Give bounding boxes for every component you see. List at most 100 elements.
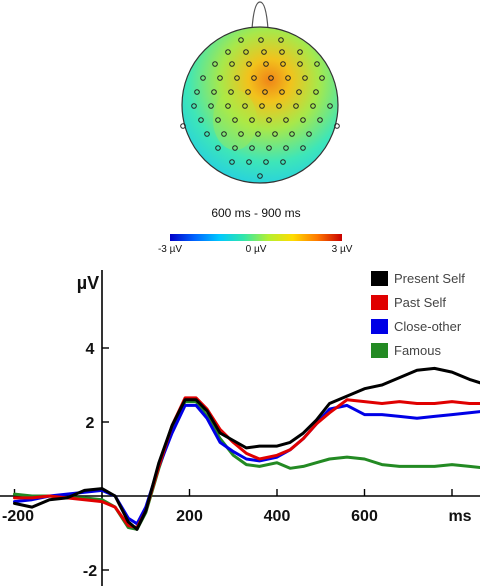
x-tick-label: -200 — [2, 508, 34, 525]
electrode-marker — [266, 117, 272, 123]
x-tick-label: 400 — [264, 508, 291, 525]
y-tick-label: 4 — [86, 341, 95, 358]
time-window-label: 600 ms - 900 ms — [211, 206, 300, 220]
electrode-marker — [266, 145, 272, 151]
legend-swatch — [371, 295, 388, 310]
electrode-marker — [258, 37, 264, 43]
electrode-marker — [229, 61, 235, 67]
electrode-marker — [296, 89, 302, 95]
legend-label: Present Self — [394, 271, 465, 286]
electrode-marker — [334, 123, 340, 129]
plot-axes: -200 200 400 600 ms 4 2 -2 µV — [0, 270, 480, 586]
electrode-marker — [246, 61, 252, 67]
series-line-past-self — [13, 396, 480, 529]
electrode-marker — [225, 49, 231, 55]
electrode-marker — [313, 89, 319, 95]
electrode-marker — [306, 131, 312, 137]
electrode-marker — [259, 103, 265, 109]
legend-label: Close-other — [394, 319, 462, 334]
head-outline — [181, 26, 339, 184]
electrode-marker — [245, 89, 251, 95]
electrode-marker — [180, 123, 186, 129]
electrode-marker — [249, 145, 255, 151]
electrode-marker — [194, 89, 200, 95]
electrode-marker — [310, 103, 316, 109]
colorbar-swatch — [170, 234, 342, 241]
y-axis-unit-label: µV — [77, 273, 99, 293]
electrode-marker — [278, 37, 284, 43]
topomap — [180, 1, 340, 184]
electrode-marker — [317, 117, 323, 123]
electrode-marker — [297, 49, 303, 55]
electrode-array — [180, 37, 340, 179]
electrode-marker — [289, 131, 295, 137]
electrode-marker — [251, 75, 257, 81]
series-line-famous — [13, 400, 480, 531]
electrode-marker — [229, 159, 235, 165]
legend-swatch — [371, 343, 388, 358]
electrode-marker — [221, 131, 227, 137]
electrode-marker — [283, 145, 289, 151]
electrode-marker — [191, 103, 197, 109]
erp-plot: -200 200 400 600 ms 4 2 -2 µV Present Self Past S… — [0, 270, 480, 586]
electrode-marker — [263, 61, 269, 67]
legend-swatch — [371, 319, 388, 334]
electrode-marker — [215, 117, 221, 123]
colorbar-mid-label: 0 µV — [246, 244, 267, 255]
electrode-marker — [232, 145, 238, 151]
electrode-marker — [263, 159, 269, 165]
electrode-marker — [279, 89, 285, 95]
electrode-marker — [238, 37, 244, 43]
left-field-patch — [213, 90, 257, 150]
legend-label: Past Self — [394, 295, 446, 310]
electrode-marker — [276, 103, 282, 109]
electrode-marker — [283, 117, 289, 123]
electrode-marker — [280, 61, 286, 67]
x-axis-unit-label: ms — [448, 508, 471, 525]
electrode-marker — [319, 75, 325, 81]
electrode-marker — [228, 89, 234, 95]
electrode-marker — [297, 61, 303, 67]
x-tick-label: 200 — [176, 508, 203, 525]
nose-outline — [251, 1, 269, 30]
electrode-marker — [300, 145, 306, 151]
electrode-marker — [249, 117, 255, 123]
electrode-marker — [279, 49, 285, 55]
electrode-marker — [198, 117, 204, 123]
electrode-marker — [293, 103, 299, 109]
electrode-marker — [300, 117, 306, 123]
electrode-marker — [327, 103, 333, 109]
electrode-marker — [238, 131, 244, 137]
electrode-marker — [204, 131, 210, 137]
electrode-marker — [255, 131, 261, 137]
electrode-marker — [257, 173, 263, 179]
legend-swatch — [371, 271, 388, 286]
electrode-marker — [234, 75, 240, 81]
colorbar-max-label: 3 µV — [332, 244, 353, 255]
legend: Present Self Past Self Close-other Famous — [371, 271, 465, 358]
y-tick-label: -2 — [83, 563, 97, 580]
electrode-marker — [225, 103, 231, 109]
electrode-marker — [272, 131, 278, 137]
series-lines — [13, 366, 480, 531]
electrode-marker — [212, 61, 218, 67]
electrode-marker — [215, 145, 221, 151]
electrode-marker — [262, 89, 268, 95]
electrode-marker — [208, 103, 214, 109]
colorbar-min-label: -3 µV — [158, 244, 182, 255]
x-tick-label: 600 — [351, 508, 378, 525]
electrode-marker — [285, 75, 291, 81]
electrode-marker — [211, 89, 217, 95]
electrode-marker — [243, 49, 249, 55]
electrode-marker — [217, 75, 223, 81]
electrode-marker — [302, 75, 308, 81]
electrode-marker — [232, 117, 238, 123]
electrode-marker — [200, 75, 206, 81]
electrode-marker — [246, 159, 252, 165]
electrode-marker — [314, 61, 320, 67]
electrode-marker — [261, 49, 267, 55]
electrode-marker — [242, 103, 248, 109]
electrode-marker — [280, 159, 286, 165]
y-tick-label: 2 — [86, 415, 95, 432]
